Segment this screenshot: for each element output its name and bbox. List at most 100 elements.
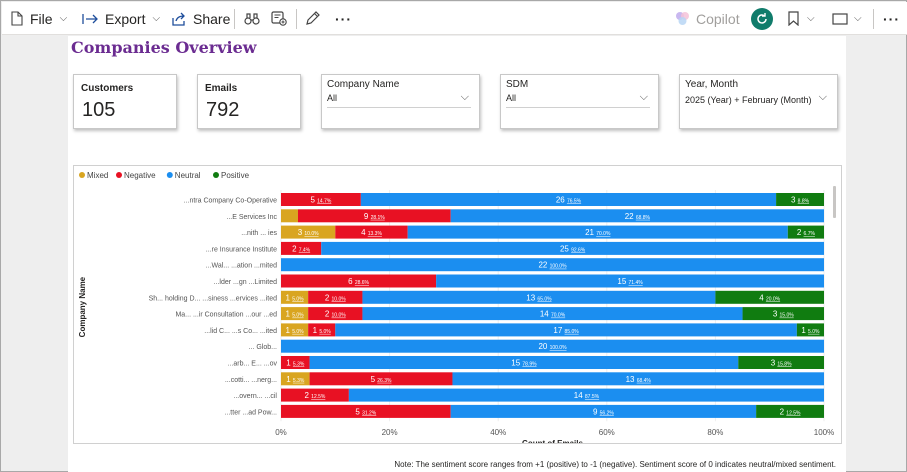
data-label: 17 85.0% [553,326,579,335]
more-right-label: ··· [883,10,900,27]
pencil-icon [305,11,320,26]
legend-label: Positive [221,171,250,180]
copilot-button[interactable]: Copilot [675,2,740,35]
bar-segment [281,258,824,272]
view-menu[interactable]: ⌵ [832,2,862,35]
data-label: 5 26.3% [371,375,392,384]
data-label: 2 6.7% [797,228,816,237]
bookmark-menu[interactable]: ⌵ [788,2,815,35]
y-category-label: Ma... ...ir Consultation ...our ...ed [175,312,277,319]
bar-segment [281,274,437,288]
y-category-label: Sh... holding D... ...siness ...ervices … [149,295,277,302]
bar-segment [715,290,824,304]
chevron-down-icon[interactable]: ⌵ [639,91,648,103]
sentiment-bar-chart[interactable]: Mixed Negative Neutral Positive 0% 20% 40% 60% 8… [73,165,842,448]
bar-segment [281,339,824,353]
binoculars-button[interactable] [244,2,260,35]
bar-segment [308,323,336,337]
data-label: 3 10.0% [298,228,319,237]
bar-segment [452,372,824,386]
file-icon [11,11,23,26]
bar-segment [281,307,309,321]
reset-button[interactable] [751,2,773,35]
export-menu[interactable]: Export ⌵ [82,2,160,35]
y-category-label: ...arb... E... ...ov [228,361,278,368]
file-menu[interactable]: File ⌵ [11,2,67,35]
legend-label: Mixed [87,171,108,180]
bar-segment [308,307,363,321]
bar-segment [309,372,453,386]
data-label: 1 5.0% [286,310,305,319]
year-month-slicer[interactable]: Year, Month 2025 (Year) + February (Mont… [679,74,838,129]
bar-segment [787,225,824,239]
emails-card[interactable]: Emails 792 [197,74,301,129]
y-category-label: ...overn... ...cil [233,393,277,400]
toolbar-divider [296,9,297,29]
card-value: 792 [206,99,240,121]
view-icon [832,12,848,25]
bar-segment [407,225,788,239]
data-label: 15 78.9% [511,359,537,368]
data-label: 4 20.0% [759,293,780,302]
bar-segment [362,290,716,304]
chevron-down-icon[interactable]: ⌵ [460,91,469,103]
slicer-underline [506,107,650,108]
data-label: 3 8.8% [791,196,810,205]
bar-segment [297,209,451,223]
bar-segment [742,307,824,321]
slicer-label: Year, Month [685,79,739,90]
x-axis-title: Count of Emails [522,439,583,443]
bar-segment [281,290,309,304]
copilot-label: Copilot [696,10,740,27]
chevron-down-icon: ⌵ [59,13,68,24]
x-tick-label: 0% [275,428,287,437]
chevron-down-icon[interactable]: ⌵ [818,91,827,103]
company-name-slicer[interactable]: Company Name All ⌵ [321,74,480,129]
share-button[interactable]: Share [171,2,230,35]
bar-segment [281,323,309,337]
x-tick-label: 100% [814,428,834,437]
bookmark-icon [788,11,799,26]
export-label: Export [105,10,146,27]
data-label: 13 65.0% [526,293,552,302]
data-label: 3 15.0% [773,310,794,319]
chevron-down-icon: ⌵ [854,13,862,24]
edit-button[interactable] [305,2,320,35]
data-label: 9 28.1% [364,212,385,221]
slicer-value: All [327,93,338,103]
x-tick-label: 40% [490,428,506,437]
data-label: 1 5.3% [286,359,305,368]
more-options-right-button[interactable]: ··· [883,2,900,35]
card-value: 105 [82,99,116,121]
bar-segment [450,209,824,223]
data-label: 6 28.6% [348,277,369,286]
y-category-label: ...cotti... ...nerg... [225,377,277,384]
sdm-slicer[interactable]: SDM All ⌵ [500,74,659,129]
page-title: Companies Overview [71,38,257,57]
legend-marker [166,172,173,178]
legend-marker [116,172,122,178]
data-label: 1 5.0% [801,326,820,335]
x-tick-label: 20% [382,428,398,437]
data-label: 5 14.7% [310,196,331,205]
bar-segment [281,372,310,386]
scrollbar-thumb[interactable] [833,186,836,218]
y-category-label: ...lder ...gn ...Limited [214,279,278,286]
bar-segment [776,193,824,206]
bar-segment [348,388,824,402]
data-label: 2 12.5% [305,391,326,400]
bar-segment [308,290,363,304]
reset-icon [751,7,773,30]
file-label: File [30,10,53,27]
more-options-button[interactable]: ··· [335,2,352,35]
binoculars-icon [244,12,260,26]
data-label: 2 7.4% [292,244,311,253]
toolbar-divider [234,9,235,29]
bar-segment [335,323,797,337]
slicer-label: Company Name [327,79,400,90]
customers-card[interactable]: Customers 105 [73,74,177,129]
add-comment-button[interactable] [271,2,287,35]
card-label: Customers [81,83,134,94]
y-category-label: ...ntra Company Co-Operative [184,198,277,205]
slicer-underline [327,107,471,108]
